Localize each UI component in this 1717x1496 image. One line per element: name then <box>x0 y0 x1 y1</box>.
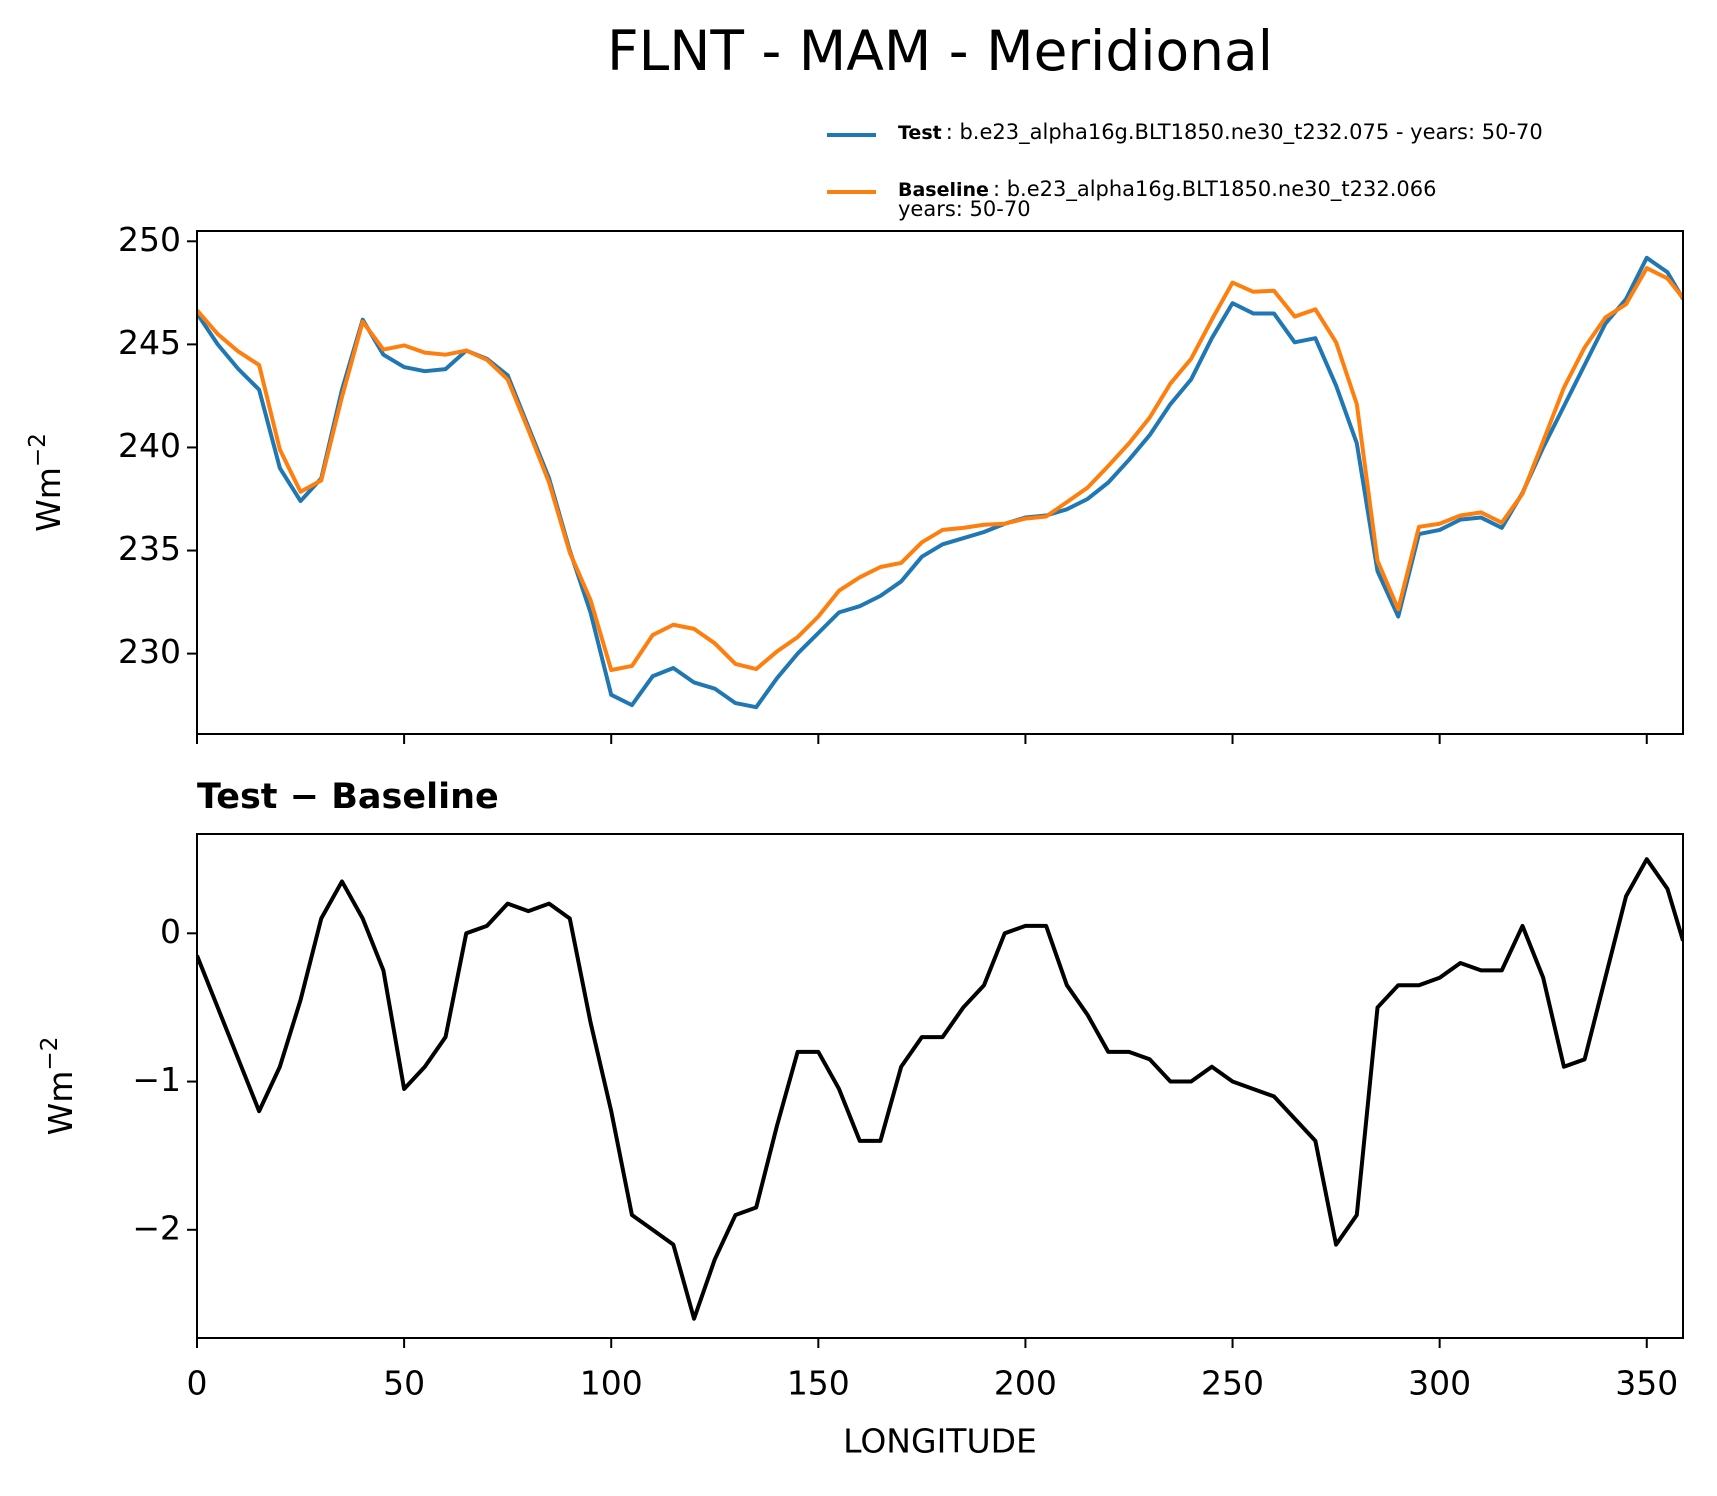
x-tick-label: 150 <box>787 1364 850 1403</box>
chart-title: FLNT - MAM - Meridional <box>607 19 1273 83</box>
x-tick-label: 50 <box>383 1364 425 1403</box>
y-tick-label: 240 <box>118 426 181 465</box>
y-axis-label-sup: −2 <box>37 1037 63 1071</box>
y-axis-label-sup: −2 <box>25 433 51 467</box>
x-axis-label: LONGITUDE <box>843 1422 1037 1461</box>
y-tick-label: −1 <box>132 1060 181 1099</box>
axes-frame <box>196 230 1684 735</box>
data-line <box>197 266 1683 673</box>
x-tick-label: 0 <box>187 1364 208 1403</box>
legend-label: Baseline: b.e23_alpha16g.BLT1850.ne30_t2… <box>898 177 1436 202</box>
y-tick-label: 230 <box>118 632 181 671</box>
y-axis-label-base: Wm <box>29 467 68 532</box>
x-tick-label: 200 <box>994 1364 1057 1403</box>
legend-description: : b.e23_alpha16g.BLT1850.ne30_t232.075 -… <box>946 120 1543 145</box>
y-axis-label: Wm−2 <box>37 1037 80 1136</box>
y-axis-label: Wm−2 <box>25 433 68 532</box>
x-tick-label: 350 <box>1615 1364 1678 1403</box>
data-line <box>197 857 1683 1321</box>
legend-label: Test: b.e23_alpha16g.BLT1850.ne30_t232.0… <box>898 120 1543 145</box>
y-tick-label: 245 <box>118 323 181 362</box>
subplot-title: Test − Baseline <box>197 777 499 817</box>
x-tick-label: 300 <box>1408 1364 1471 1403</box>
y-axis-label-base: Wm <box>41 1071 80 1136</box>
x-tick-label: 100 <box>580 1364 643 1403</box>
legend-description: : b.e23_alpha16g.BLT1850.ne30_t232.066 <box>993 177 1437 202</box>
legend-label-line2: years: 50-70 <box>898 197 1031 221</box>
legend-name: Baseline <box>898 179 989 201</box>
y-tick-label: 250 <box>118 220 181 259</box>
x-tick-label: 250 <box>1201 1364 1264 1403</box>
y-tick-label: 235 <box>118 529 181 568</box>
data-line <box>197 255 1683 710</box>
axes-frame <box>196 833 1684 1339</box>
y-tick-label: 0 <box>160 912 181 951</box>
legend-name: Test <box>898 122 942 144</box>
y-tick-label: −2 <box>132 1208 181 1247</box>
